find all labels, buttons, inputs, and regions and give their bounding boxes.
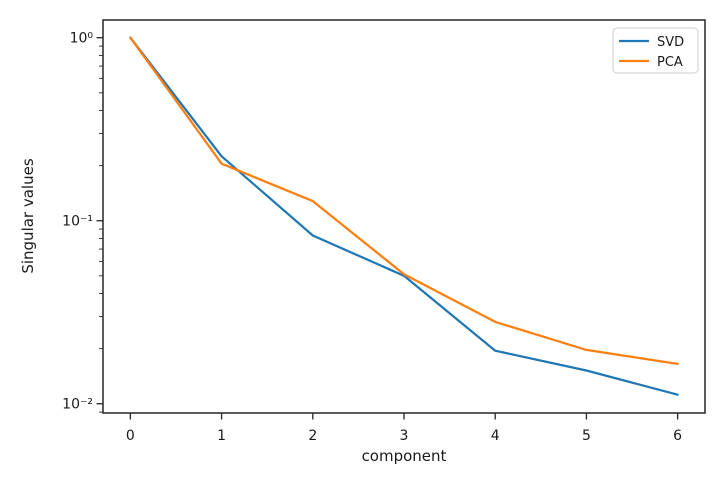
- x-axis-label: component: [362, 447, 447, 465]
- x-axis-ticks: 0 1 2 3 4 5 6: [126, 413, 682, 444]
- x-tick-label: 4: [491, 428, 500, 444]
- y-axis-label: Singular values: [19, 158, 37, 273]
- legend: SVD PCA: [612, 27, 699, 74]
- legend-label-svd: SVD: [657, 35, 684, 50]
- legend-label-pca: PCA: [657, 55, 683, 70]
- y-tick-label: 10⁰: [70, 31, 94, 47]
- y-tick-label: 10⁻¹: [62, 214, 93, 230]
- x-tick-label: 2: [308, 428, 317, 444]
- x-tick-label: 6: [673, 428, 682, 444]
- y-axis-minor-ticks: [99, 45, 103, 413]
- x-tick-label: 5: [582, 428, 591, 444]
- x-tick-label: 1: [217, 428, 226, 444]
- plot-area: 0 1 2 3 4 5 6 10⁰ 10⁻¹ 10⁻²: [62, 19, 706, 444]
- x-tick-label: 0: [126, 428, 135, 444]
- pca-line: [129, 36, 679, 366]
- legend-box: [612, 27, 699, 74]
- y-axis-ticks: 10⁰ 10⁻¹ 10⁻²: [62, 31, 103, 413]
- svd-line: [129, 36, 679, 396]
- x-tick-label: 3: [400, 428, 409, 444]
- y-tick-label: 10⁻²: [62, 397, 93, 413]
